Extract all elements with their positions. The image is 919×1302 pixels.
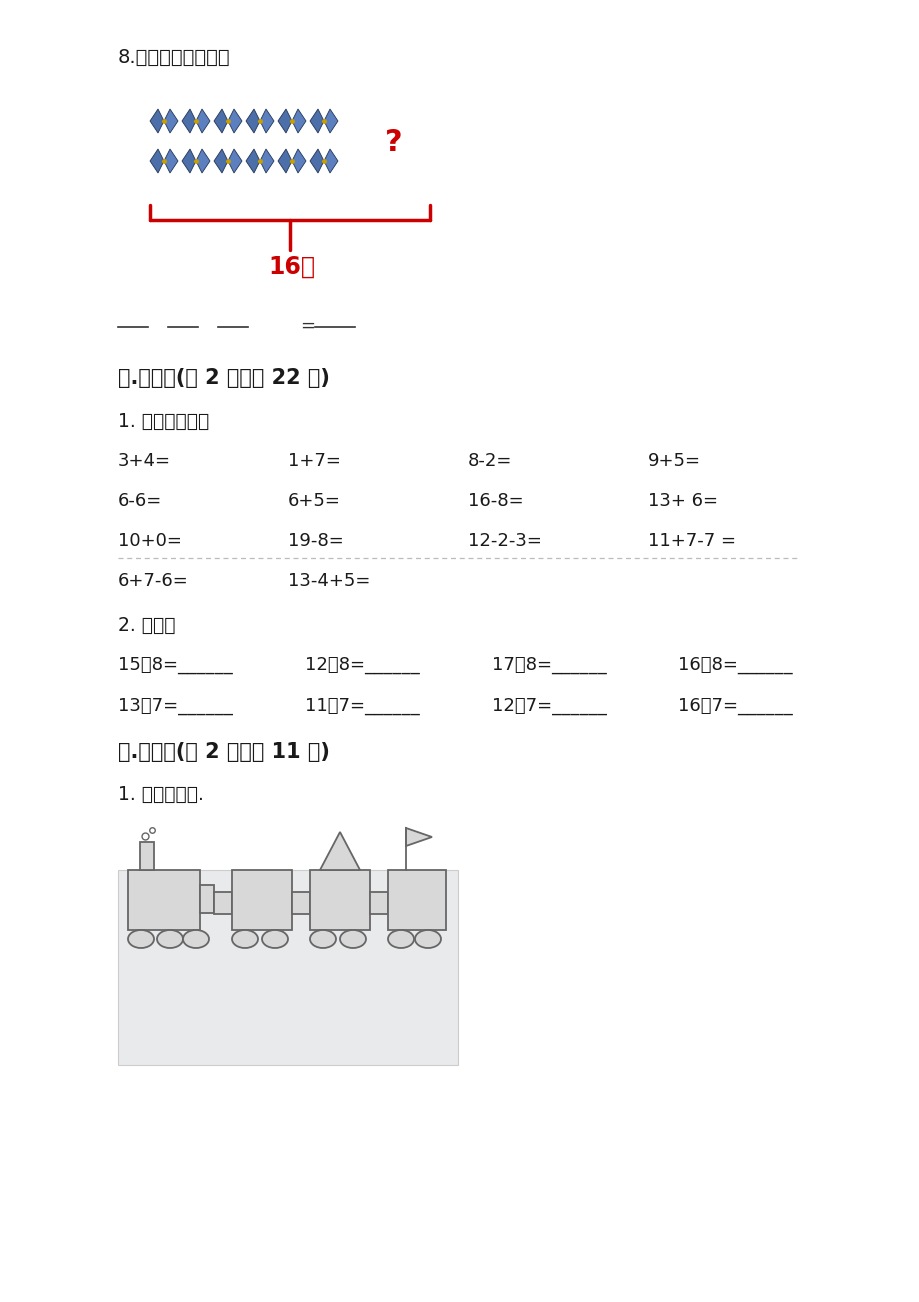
Text: 12－7=______: 12－7=______ [492, 697, 607, 715]
Polygon shape [150, 109, 164, 133]
Ellipse shape [340, 930, 366, 948]
Text: 16－7=______: 16－7=______ [677, 697, 792, 715]
Text: 15－8=______: 15－8=______ [118, 656, 233, 674]
Text: 3+4=: 3+4= [118, 452, 171, 470]
Polygon shape [291, 109, 306, 133]
Polygon shape [228, 109, 242, 133]
Text: 11－7=______: 11－7=______ [305, 697, 419, 715]
Ellipse shape [232, 930, 257, 948]
Ellipse shape [310, 930, 335, 948]
FancyBboxPatch shape [310, 870, 369, 930]
Text: 16－8=______: 16－8=______ [677, 656, 792, 674]
Text: 10+0=: 10+0= [118, 533, 182, 549]
Polygon shape [164, 109, 177, 133]
Ellipse shape [128, 930, 153, 948]
Ellipse shape [414, 930, 440, 948]
Text: 6+7-6=: 6+7-6= [118, 572, 188, 590]
Polygon shape [260, 109, 274, 133]
Polygon shape [278, 109, 291, 133]
Text: 16个: 16个 [267, 255, 314, 279]
Polygon shape [310, 109, 323, 133]
Polygon shape [214, 109, 228, 133]
Text: 1. 我的小火车.: 1. 我的小火车. [118, 785, 204, 805]
FancyBboxPatch shape [232, 870, 291, 930]
Text: 12-2-3=: 12-2-3= [468, 533, 541, 549]
Polygon shape [245, 148, 260, 173]
Text: 13－7=______: 13－7=______ [118, 697, 233, 715]
Text: 19-8=: 19-8= [288, 533, 344, 549]
Text: 9+5=: 9+5= [647, 452, 700, 470]
Ellipse shape [183, 930, 209, 948]
Text: ?: ? [384, 128, 403, 158]
Polygon shape [182, 109, 196, 133]
FancyBboxPatch shape [128, 870, 199, 930]
Text: 12－8=______: 12－8=______ [305, 656, 419, 674]
Text: 8.看一看，填一填。: 8.看一看，填一填。 [118, 48, 231, 66]
Text: 8-2=: 8-2= [468, 452, 512, 470]
Polygon shape [323, 109, 337, 133]
Polygon shape [150, 148, 164, 173]
Text: 13-4+5=: 13-4+5= [288, 572, 370, 590]
Polygon shape [228, 148, 242, 173]
Text: 17－8=______: 17－8=______ [492, 656, 607, 674]
Polygon shape [291, 148, 306, 173]
Polygon shape [320, 832, 359, 870]
Text: 五.作图题(共 2 题，共 11 分): 五.作图题(共 2 题，共 11 分) [118, 742, 330, 762]
Text: 1+7=: 1+7= [288, 452, 341, 470]
Text: 四.计算题(共 2 题，共 22 分): 四.计算题(共 2 题，共 22 分) [118, 368, 330, 388]
Polygon shape [278, 148, 291, 173]
Polygon shape [164, 148, 177, 173]
Ellipse shape [388, 930, 414, 948]
Text: 1. 直接写得数。: 1. 直接写得数。 [118, 411, 209, 431]
FancyBboxPatch shape [199, 885, 214, 913]
Text: 6+5=: 6+5= [288, 492, 341, 510]
Text: 6-6=: 6-6= [118, 492, 162, 510]
Ellipse shape [157, 930, 183, 948]
Text: 13+ 6=: 13+ 6= [647, 492, 717, 510]
Polygon shape [182, 148, 196, 173]
Polygon shape [310, 148, 323, 173]
Polygon shape [196, 148, 210, 173]
Polygon shape [214, 148, 228, 173]
FancyBboxPatch shape [214, 892, 232, 914]
Text: =: = [300, 316, 314, 335]
Text: 11+7-7 =: 11+7-7 = [647, 533, 735, 549]
Polygon shape [260, 148, 274, 173]
FancyBboxPatch shape [369, 892, 388, 914]
Polygon shape [405, 828, 432, 846]
Text: 16-8=: 16-8= [468, 492, 523, 510]
Text: 2. 填空。: 2. 填空。 [118, 616, 176, 635]
FancyBboxPatch shape [291, 892, 310, 914]
Polygon shape [245, 109, 260, 133]
FancyBboxPatch shape [388, 870, 446, 930]
FancyBboxPatch shape [118, 870, 458, 1065]
Polygon shape [196, 109, 210, 133]
FancyBboxPatch shape [140, 842, 153, 870]
Ellipse shape [262, 930, 288, 948]
Polygon shape [323, 148, 337, 173]
